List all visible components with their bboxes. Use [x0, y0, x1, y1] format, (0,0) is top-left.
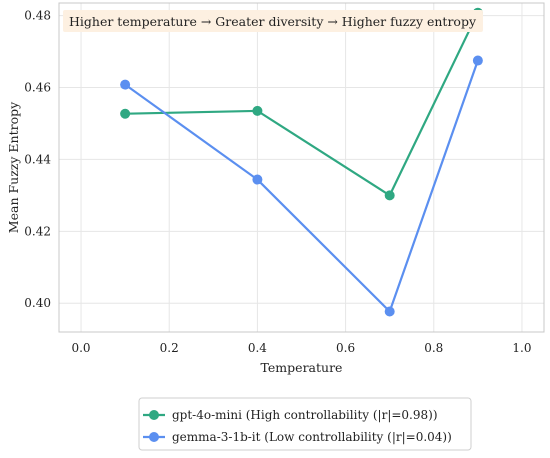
x-tick-label: 0.4	[248, 341, 267, 355]
y-tick-label: 0.40	[24, 296, 51, 310]
x-tick-label: 0.8	[424, 341, 443, 355]
data-point	[252, 174, 263, 185]
x-axis-label: Temperature	[261, 360, 343, 375]
data-point	[472, 55, 483, 66]
data-point	[384, 306, 395, 317]
y-tick-label: 0.42	[24, 224, 51, 238]
legend-items: gpt-4o-mini (High controllability (|r|=0…	[143, 408, 452, 444]
legend-label: gpt-4o-mini (High controllability (|r|=0…	[172, 408, 438, 422]
legend-item-1: gpt-4o-mini (High controllability (|r|=0…	[143, 408, 438, 422]
y-axis-label: Mean Fuzzy Entropy	[6, 101, 21, 233]
annotation-background	[63, 10, 483, 32]
legend-frame	[138, 397, 472, 451]
series-1	[120, 7, 483, 201]
annotation-box: Higher temperature → Greater diversity →…	[63, 10, 483, 32]
series-2	[120, 55, 483, 317]
data-point	[384, 190, 395, 201]
y-tick-label: 0.48	[24, 9, 51, 23]
x-gridlines	[80, 3, 523, 332]
legend-marker	[149, 432, 159, 442]
legend-item-2: gemma-3-1b-it (Low controllability (|r|=…	[143, 430, 452, 444]
data-point	[252, 105, 263, 116]
annotation-text: Higher temperature → Greater diversity →…	[69, 14, 477, 29]
plot-area	[58, 2, 545, 333]
series-line	[124, 59, 479, 313]
series-layer	[120, 7, 483, 317]
x-axis-ticks: 0.0 0.2 0.4 0.6 0.8 1.0	[71, 341, 531, 355]
y-tick-label: 0.44	[24, 152, 51, 166]
y-axis-ticks: 0.40 0.42 0.44 0.46 0.48	[24, 9, 51, 311]
data-point	[120, 108, 131, 119]
x-tick-label: 0.2	[160, 341, 179, 355]
legend-label: gemma-3-1b-it (Low controllability (|r|=…	[172, 430, 452, 444]
y-gridlines	[59, 15, 544, 304]
series-line	[124, 11, 479, 197]
data-point	[120, 79, 131, 90]
y-tick-label: 0.46	[24, 80, 51, 94]
legend-marker	[149, 410, 159, 420]
legend: gpt-4o-mini (High controllability (|r|=0…	[138, 397, 472, 451]
x-tick-label: 0.0	[71, 341, 90, 355]
x-tick-label: 1.0	[512, 341, 531, 355]
x-tick-label: 0.6	[336, 341, 355, 355]
